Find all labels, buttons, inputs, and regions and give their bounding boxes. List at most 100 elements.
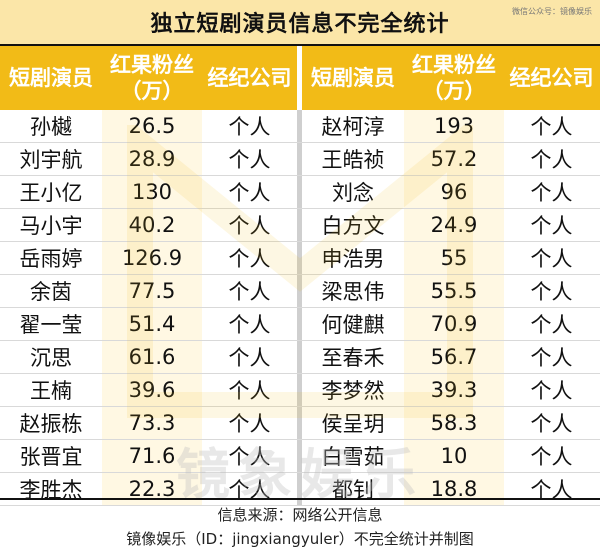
left-name-cell: 王小亿	[19, 181, 83, 205]
column-divider	[297, 473, 302, 505]
header-fans-line2: （万）	[120, 79, 184, 103]
column-divider	[297, 440, 302, 472]
header-row: 短剧演员 红果粉丝 （万） 经纪公司 短剧演员 红果粉丝 （万） 经纪公司	[0, 46, 600, 110]
left-agency-cell: 个人	[228, 445, 271, 469]
header-fans-line1-right: 红果粉丝	[412, 52, 496, 77]
left-name-cell: 赵振栋	[19, 412, 83, 436]
footer-credit: 镜像娱乐（ID：jingxiangyuler）不完全统计并制图	[126, 530, 474, 548]
left-fans-cell: 126.9	[102, 242, 202, 274]
right-name-cell: 李梦然	[321, 379, 385, 403]
right-agency-cell: 个人	[530, 247, 573, 271]
left-fans-cell: 51.4	[102, 308, 202, 340]
right-name-cell: 何健麒	[321, 313, 385, 337]
left-fans-cell: 130	[102, 176, 202, 208]
left-name-cell: 余茵	[30, 280, 72, 304]
right-fans-cell: 10	[404, 440, 504, 472]
right-agency-cell: 个人	[530, 379, 573, 403]
table-row: 余茵 77.5 个人 梁思伟 55.5 个人	[0, 275, 600, 308]
header-fans-right: 红果粉丝 （万）	[404, 46, 504, 110]
header-fans-line1: 红果粉丝	[110, 52, 194, 77]
left-agency-cell: 个人	[228, 214, 271, 238]
table-row: 王楠 39.6 个人 李梦然 39.3 个人	[0, 374, 600, 407]
right-fans-cell: 57.2	[404, 143, 504, 175]
right-name-cell: 白方文	[321, 214, 385, 238]
header-name: 短剧演员	[9, 65, 93, 90]
right-fans-cell: 39.3	[404, 374, 504, 406]
header-fans: 红果粉丝 （万）	[102, 46, 202, 110]
right-agency-cell: 个人	[530, 445, 573, 469]
left-agency-cell: 个人	[228, 346, 271, 370]
left-agency-cell: 个人	[228, 148, 271, 172]
table-row: 翟一莹 51.4 个人 何健麒 70.9 个人	[0, 308, 600, 341]
right-agency-cell: 个人	[530, 412, 573, 436]
right-name-cell: 申浩男	[321, 247, 385, 271]
left-name-cell: 张晋宜	[19, 445, 83, 469]
column-divider	[297, 341, 302, 373]
header-name-right: 短剧演员	[311, 65, 395, 90]
table-row: 王小亿 130 个人 刘念 96 个人	[0, 176, 600, 209]
left-agency-cell: 个人	[228, 412, 271, 436]
left-agency-cell: 个人	[228, 115, 271, 139]
left-fans-cell: 26.5	[102, 110, 202, 142]
footer-source: 信息来源：网络公开信息	[217, 506, 383, 524]
right-name-cell: 白雪茹	[321, 445, 385, 469]
left-name-cell: 岳雨婷	[19, 247, 83, 271]
right-agency-cell: 个人	[530, 115, 573, 139]
left-fans-cell: 77.5	[102, 275, 202, 307]
left-name-cell: 孙樾	[30, 115, 72, 139]
column-divider	[297, 143, 302, 175]
column-divider	[297, 275, 302, 307]
column-divider	[297, 209, 302, 241]
right-name-cell: 至春禾	[321, 346, 385, 370]
right-agency-cell: 个人	[530, 214, 573, 238]
table-row: 张晋宜 71.6 个人 白雪茹 10 个人	[0, 440, 600, 473]
left-name-cell: 刘宇航	[19, 148, 83, 172]
right-agency-cell: 个人	[530, 280, 573, 304]
table-row: 马小宇 40.2 个人 白方文 24.9 个人	[0, 209, 600, 242]
table-row: 孙樾 26.5 个人 赵柯淳 193 个人	[0, 110, 600, 143]
left-name-cell: 王楠	[30, 379, 72, 403]
header-divider	[297, 46, 302, 110]
header-agency: 经纪公司	[207, 65, 292, 90]
column-divider	[297, 242, 302, 274]
right-fans-cell: 24.9	[404, 209, 504, 241]
column-divider	[297, 176, 302, 208]
right-name-cell: 梁思伟	[321, 280, 385, 304]
right-fans-cell: 70.9	[404, 308, 504, 340]
left-fans-cell: 73.3	[102, 407, 202, 439]
right-fans-cell: 96	[404, 176, 504, 208]
left-name-cell: 翟一莹	[19, 313, 83, 337]
title-bar: 独立短剧演员信息不完全统计 微信公众号：镜像娱乐	[0, 0, 600, 46]
right-fans-cell: 55	[404, 242, 504, 274]
right-agency-cell: 个人	[530, 346, 573, 370]
right-fans-cell: 193	[404, 110, 504, 142]
header-fans-line2-right: （万）	[422, 79, 486, 103]
right-agency-cell: 个人	[530, 313, 573, 337]
column-divider	[297, 110, 302, 142]
left-fans-cell: 71.6	[102, 440, 202, 472]
table-row: 刘宇航 28.9 个人 王皓祯 57.2 个人	[0, 143, 600, 176]
left-name-cell: 马小宇	[19, 214, 83, 238]
left-agency-cell: 个人	[228, 313, 271, 337]
left-agency-cell: 个人	[228, 247, 271, 271]
left-fans-cell: 28.9	[102, 143, 202, 175]
column-divider	[297, 407, 302, 439]
right-fans-cell: 55.5	[404, 275, 504, 307]
table-row: 沉思 61.6 个人 至春禾 56.7 个人	[0, 341, 600, 374]
left-fans-cell: 40.2	[102, 209, 202, 241]
source-tag: 微信公众号：镜像娱乐	[512, 7, 592, 16]
right-name-cell: 王皓祯	[321, 148, 385, 172]
left-agency-cell: 个人	[228, 280, 271, 304]
right-fans-cell: 58.3	[404, 407, 504, 439]
table-body: 孙樾 26.5 个人 赵柯淳 193 个人 刘宇航 28.9 个人 王皓祯 57…	[0, 110, 600, 506]
right-agency-cell: 个人	[530, 148, 573, 172]
table-row: 赵振栋 73.3 个人 侯呈玥 58.3 个人	[0, 407, 600, 440]
header-agency-right: 经纪公司	[509, 65, 594, 90]
right-name-cell: 侯呈玥	[321, 412, 385, 436]
left-fans-cell: 61.6	[102, 341, 202, 373]
right-name-cell: 刘念	[332, 181, 374, 205]
page-title: 独立短剧演员信息不完全统计	[150, 12, 450, 37]
right-name-cell: 赵柯淳	[321, 115, 385, 139]
right-fans-cell: 56.7	[404, 341, 504, 373]
